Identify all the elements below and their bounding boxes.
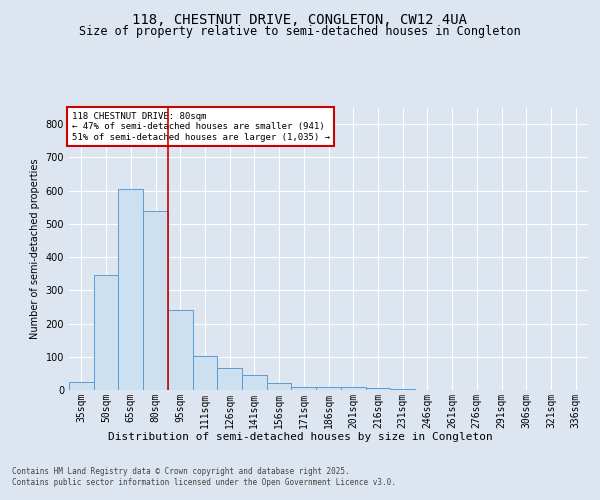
Text: Distribution of semi-detached houses by size in Congleton: Distribution of semi-detached houses by … (107, 432, 493, 442)
Bar (143, 210, 168, 390)
Bar (217, 368, 242, 390)
Y-axis label: Number of semi-detached properties: Number of semi-detached properties (30, 158, 40, 339)
Bar (365, 388, 390, 390)
Text: Contains HM Land Registry data © Crown copyright and database right 2025.
Contai: Contains HM Land Registry data © Crown c… (12, 468, 396, 487)
Bar (69, 382, 94, 390)
Text: 118 CHESTNUT DRIVE: 80sqm
← 47% of semi-detached houses are smaller (941)
51% of: 118 CHESTNUT DRIVE: 80sqm ← 47% of semi-… (71, 112, 329, 142)
Bar (168, 310, 193, 390)
Bar (292, 386, 316, 390)
Bar (94, 276, 118, 390)
Bar (390, 389, 415, 390)
Bar (242, 375, 267, 390)
Bar (341, 388, 365, 390)
Text: 118, CHESTNUT DRIVE, CONGLETON, CW12 4UA: 118, CHESTNUT DRIVE, CONGLETON, CW12 4UA (133, 12, 467, 26)
Bar (267, 384, 292, 390)
Bar (193, 356, 217, 390)
Bar (118, 189, 143, 390)
Bar (316, 388, 341, 390)
Text: Size of property relative to semi-detached houses in Congleton: Size of property relative to semi-detach… (79, 25, 521, 38)
